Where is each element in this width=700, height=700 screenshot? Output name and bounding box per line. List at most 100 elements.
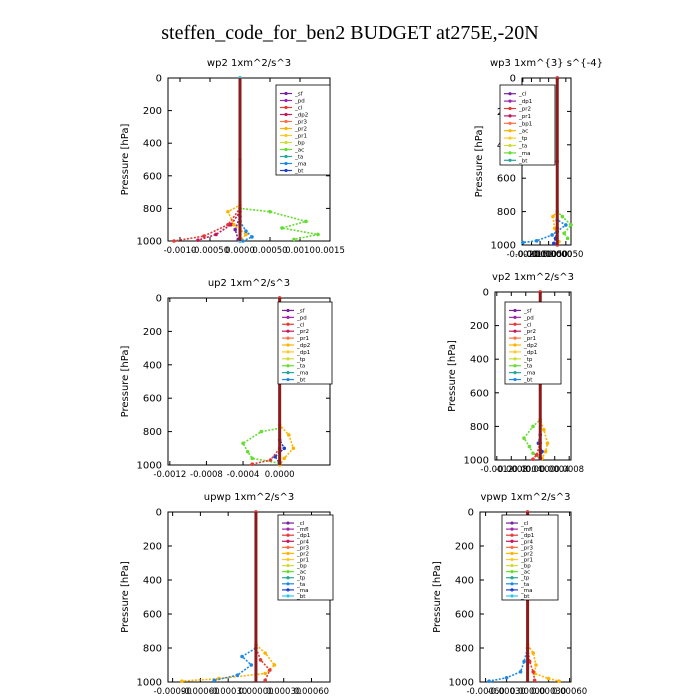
- y-tick-label: 0: [156, 294, 162, 305]
- data-point: [244, 232, 248, 237]
- data-point: [562, 231, 566, 236]
- y-tick-label: 600: [143, 171, 162, 182]
- legend-marker: [510, 533, 514, 537]
- legend-entry: _ac: [294, 148, 304, 154]
- data-point: [202, 234, 206, 238]
- y-tick-label: 600: [470, 388, 489, 399]
- y-axis-label: Pressure [hPa]: [474, 126, 485, 198]
- legend-marker: [510, 521, 514, 525]
- legend-entry: _ta: [296, 582, 305, 588]
- legend-marker: [508, 136, 512, 140]
- page-title: steffen_code_for_ben2 BUDGET at275E,-20N: [161, 22, 539, 44]
- legend-entry: _dp1: [523, 350, 537, 356]
- legend-marker: [284, 147, 288, 152]
- x-tick-label: -0.0004: [509, 465, 542, 475]
- data-point: [531, 457, 535, 461]
- data-point: [172, 239, 176, 243]
- legend-entry: _tp: [296, 576, 306, 582]
- x-tick-label: -0.00030: [209, 687, 247, 697]
- legend-marker: [508, 143, 512, 148]
- y-tick-label: 200: [470, 321, 489, 332]
- legend-entry: _cl: [518, 92, 527, 98]
- data-point: [241, 441, 245, 446]
- data-point: [550, 233, 554, 237]
- legend-entry: _pr1: [294, 134, 307, 140]
- legend-marker: [513, 371, 517, 375]
- x-tick-label: 0.0008: [554, 465, 584, 475]
- x-tick-label: 0.00030: [266, 687, 301, 697]
- legend-entry: _ac: [520, 570, 530, 576]
- data-point: [282, 446, 287, 451]
- legend-entry: _pr1: [520, 558, 533, 564]
- legend-entry: _bt: [296, 594, 306, 600]
- legend-marker: [510, 551, 514, 556]
- x-tick-label: -0.0010: [524, 250, 557, 260]
- legend-marker: [286, 539, 290, 543]
- legend-entry: _ma: [296, 371, 308, 377]
- y-tick-label: 200: [455, 542, 474, 553]
- data-point: [180, 679, 184, 683]
- legend-marker: [513, 357, 517, 361]
- x-tick-label: -0.0012: [480, 465, 513, 475]
- data-point: [531, 670, 535, 674]
- x-tick-label: -0.0015: [515, 250, 548, 260]
- legend-marker: [284, 133, 288, 138]
- chart-panel-5: upwp 1xm^2/s^3 Pressure [hPa] 0 200 400 600 80…: [120, 492, 334, 697]
- chart-panel-6: vpwp 1xm^2/s^3 Pressure [hPa] 0 200 400 600 80…: [432, 492, 587, 697]
- data-point: [560, 214, 565, 219]
- data-point: [522, 436, 526, 440]
- legend-marker: [286, 557, 290, 562]
- legend-marker: [286, 343, 290, 347]
- y-tick-label: 800: [143, 427, 162, 438]
- x-tick-label: -0.0004: [227, 470, 260, 480]
- data-point: [545, 441, 550, 446]
- legend-entry: _pr2: [296, 329, 309, 335]
- legend-marker: [513, 315, 517, 319]
- legend-entry: _pd: [296, 315, 307, 321]
- data-point: [249, 663, 254, 667]
- legend-marker: [513, 343, 517, 347]
- legend-entry: _cl: [523, 322, 532, 328]
- legend-marker: [508, 129, 512, 133]
- data-point: [263, 678, 268, 683]
- chart-title: wp2 1xm^2/s^3: [207, 58, 291, 69]
- y-tick-label: 800: [470, 422, 489, 433]
- y-tick-label: 1000: [137, 678, 162, 689]
- y-tick-label: 400: [143, 139, 162, 150]
- data-point: [534, 453, 539, 457]
- x-tick-label: -0.00060: [466, 687, 504, 697]
- x-tick-label: -0.00030: [487, 687, 525, 697]
- y-tick-label: 0: [483, 288, 489, 299]
- data-point: [532, 678, 537, 683]
- x-tick-label: 0.00050: [548, 250, 583, 260]
- series-line: [239, 78, 254, 242]
- series-line: [173, 78, 241, 242]
- legend-marker: [286, 588, 290, 592]
- data-point: [291, 446, 296, 451]
- legend-marker: [284, 91, 288, 96]
- x-tick-label: 0.0015: [315, 246, 345, 256]
- y-tick-label: 400: [143, 576, 162, 587]
- y-tick-label: 400: [455, 576, 474, 587]
- series-line: [214, 512, 257, 682]
- legend-entry: _pr1: [523, 336, 536, 342]
- legend-marker: [284, 98, 288, 103]
- legend-marker: [286, 308, 290, 313]
- data-point: [543, 449, 548, 454]
- y-tick-label: 400: [470, 355, 489, 366]
- legend-entry: _cl: [296, 322, 305, 328]
- legend-marker: [508, 158, 512, 162]
- data-point: [551, 214, 555, 219]
- x-tick-label: 0.00050: [252, 246, 287, 256]
- data-point: [233, 227, 237, 232]
- legend-marker: [513, 377, 517, 382]
- data-point: [273, 454, 277, 459]
- legend-marker: [286, 350, 290, 354]
- data-point: [287, 433, 291, 437]
- legend-marker: [284, 168, 288, 173]
- data-point: [241, 239, 245, 243]
- legend-entry: _dp1: [520, 533, 534, 539]
- legend-marker: [510, 527, 514, 531]
- legend-marker: [508, 99, 512, 103]
